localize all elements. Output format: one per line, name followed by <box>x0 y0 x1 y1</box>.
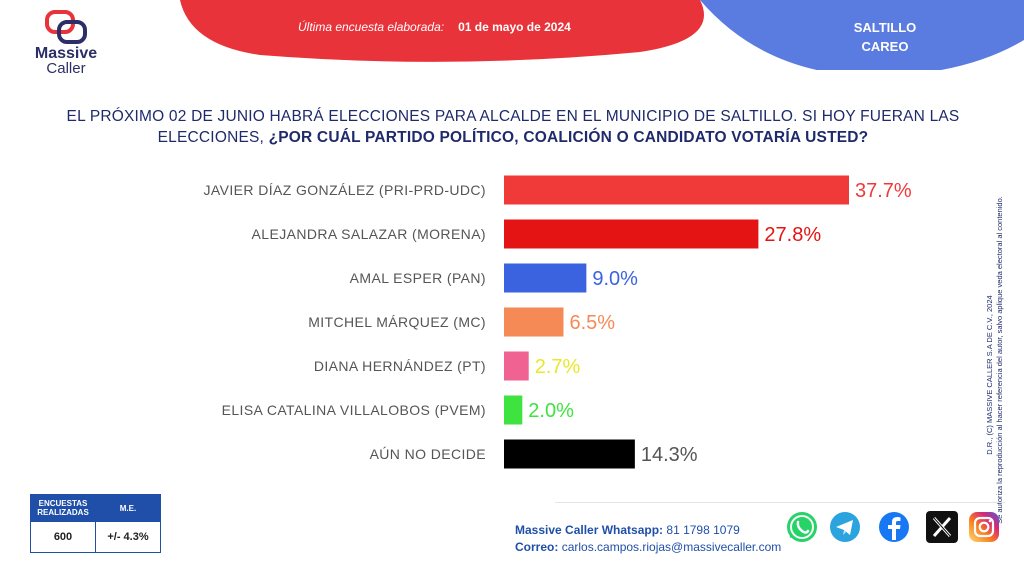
moe-label: M.E. <box>95 494 161 522</box>
survey-question: EL PRÓXIMO 02 DE JUNIO HABRÁ ELECCIONES … <box>48 106 978 148</box>
footer-divider <box>555 502 1005 503</box>
sample-value: 600 <box>30 521 96 553</box>
survey-date: Última encuesta elaborada: 01 de mayo de … <box>298 20 571 34</box>
copyright-note: D.R., (C) MASSIVE CALLER S.A DE C.V., 20… <box>968 120 1008 524</box>
contact-info: Massive Caller Whatsapp: 81 1798 1079 Co… <box>515 522 781 556</box>
brand-logo: Massive Caller <box>26 10 106 80</box>
question-main: ¿POR CUÁL PARTIDO POLÍTICO, COALICIÓN O … <box>268 129 869 146</box>
region-subtitle: CAREO <box>861 39 909 54</box>
sample-label: ENCUESTAS REALIZADAS <box>30 494 96 522</box>
category-label: ALEJANDRA SALAZAR (MORENA) <box>252 226 486 242</box>
facebook-icon[interactable] <box>877 510 911 544</box>
email-link[interactable]: carlos.campos.riojas@massivecaller.com <box>561 540 782 554</box>
data-label: 6.5% <box>569 312 615 334</box>
data-label: 37.7% <box>855 180 912 202</box>
copyright-line2: Se autoriza la reproducción al hacer ref… <box>995 196 1004 524</box>
red-banner-shape <box>180 0 704 62</box>
brand-name-line1: Massive <box>34 45 98 62</box>
region-label: SALTILLO CAREO <box>840 18 930 56</box>
data-label: 14.3% <box>641 444 698 466</box>
brand-name-line2: Caller <box>46 60 86 77</box>
data-label: 9.0% <box>592 268 638 290</box>
category-label: AÚN NO DECIDE <box>370 446 486 462</box>
copyright-line1: D.R., (C) MASSIVE CALLER S.A DE C.V., 20… <box>985 295 994 454</box>
survey-date-label: Última encuesta elaborada: <box>298 20 445 34</box>
blue-banner-shape <box>700 0 1024 70</box>
bar <box>504 219 759 249</box>
bar <box>504 439 635 469</box>
email-label: Correo: <box>515 540 559 554</box>
logo-mark <box>45 10 87 44</box>
region-name: SALTILLO <box>853 20 917 35</box>
question-intro: EL PRÓXIMO 02 DE JUNIO HABRÁ ELECCIONES … <box>66 108 960 146</box>
category-label: JAVIER DÍAZ GONZÁLEZ (PRI-PRD-UDC) <box>204 182 486 198</box>
category-label: DIANA HERNÁNDEZ (PT) <box>314 358 486 374</box>
x-icon[interactable] <box>925 510 959 544</box>
whatsapp-icon[interactable] <box>785 510 819 544</box>
bar <box>504 307 564 337</box>
survey-date-value: 01 de mayo de 2024 <box>458 20 571 34</box>
data-label: 27.8% <box>764 224 821 246</box>
whatsapp-number[interactable]: 81 1798 1079 <box>666 523 740 537</box>
bar <box>504 263 587 293</box>
telegram-icon[interactable] <box>828 510 862 544</box>
data-label: 2.7% <box>535 356 581 378</box>
category-label: ELISA CATALINA VILLALOBOS (PVEM) <box>222 402 486 418</box>
moe-value: +/- 4.3% <box>95 521 161 553</box>
category-label: MITCHEL MÁRQUEZ (MC) <box>308 314 486 330</box>
instagram-icon[interactable] <box>967 510 1001 544</box>
category-label: AMAL ESPER (PAN) <box>350 270 486 286</box>
top-banner <box>0 0 1024 70</box>
bar <box>504 395 523 425</box>
whatsapp-label: Massive Caller Whatsapp: <box>515 523 664 537</box>
data-label: 2.0% <box>528 400 574 422</box>
stats-table: ENCUESTAS REALIZADAS M.E. 600 +/- 4.3% <box>30 494 161 553</box>
bar <box>504 351 529 381</box>
bar <box>504 175 849 205</box>
banner-shapes <box>180 0 1024 70</box>
